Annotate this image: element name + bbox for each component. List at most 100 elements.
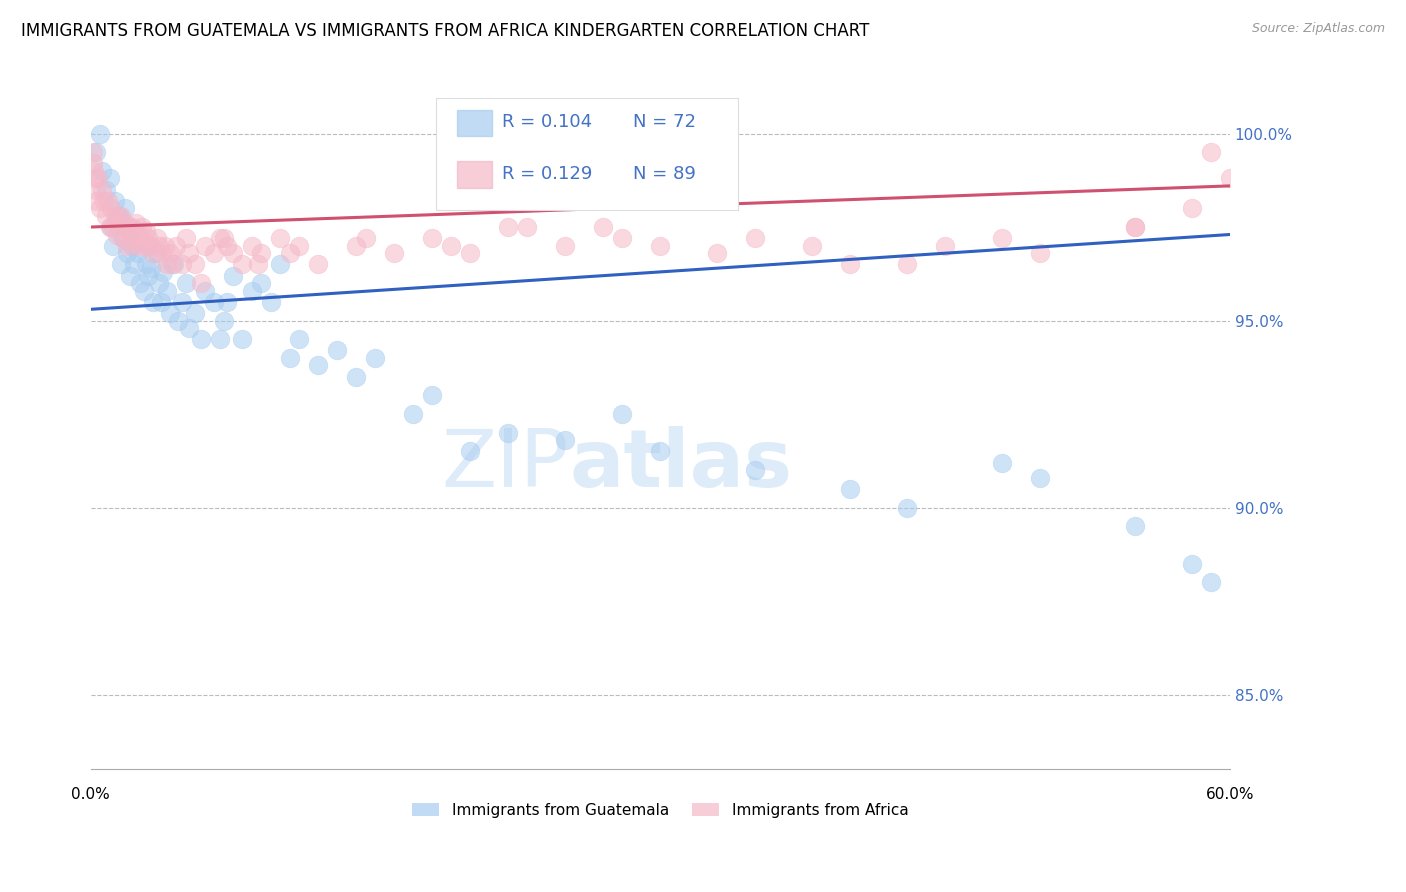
Point (217, 238, 239, 252)
Legend: Immigrants from Guatemala, Immigrants from Africa: Immigrants from Guatemala, Immigrants fr… (406, 797, 914, 824)
Point (120, 268, 142, 283)
Point (105, 227, 128, 242)
Point (184, 306, 207, 320)
Point (159, 246, 181, 260)
Point (120, 235, 142, 249)
Point (136, 231, 159, 245)
Point (117, 224, 139, 238)
Point (82, 145, 104, 160)
Point (105, 209, 128, 223)
Point (440, 238, 463, 252)
Point (269, 257, 291, 271)
Point (132, 238, 155, 252)
Point (93, 194, 115, 208)
Point (422, 388, 444, 402)
Point (839, 482, 862, 496)
Point (246, 257, 269, 271)
Point (87, 171, 110, 186)
Point (934, 238, 956, 252)
Point (288, 332, 311, 346)
Point (149, 294, 172, 309)
Point (163, 257, 186, 271)
Point (344, 369, 367, 384)
Point (650, 444, 672, 458)
Point (706, 246, 728, 260)
Point (801, 238, 824, 252)
Point (250, 246, 273, 260)
Point (460, 246, 482, 260)
Point (744, 231, 766, 245)
Point (269, 231, 291, 245)
Point (115, 238, 138, 252)
Point (179, 246, 201, 260)
Point (193, 284, 215, 298)
Point (127, 238, 149, 252)
Point (100, 202, 122, 216)
Point (382, 246, 405, 260)
Point (222, 268, 245, 283)
Point (132, 284, 155, 298)
Point (132, 235, 155, 249)
Point (240, 238, 263, 252)
Point (110, 257, 132, 271)
Point (84, 171, 107, 186)
Text: IMMIGRANTS FROM GUATEMALA VS IMMIGRANTS FROM AFRICA KINDERGARTEN CORRELATION CHA: IMMIGRANTS FROM GUATEMALA VS IMMIGRANTS … (21, 22, 869, 40)
Point (1029, 470, 1052, 484)
Point (103, 238, 125, 252)
Point (208, 231, 231, 245)
Point (138, 238, 160, 252)
Point (155, 257, 177, 271)
Point (179, 321, 201, 335)
Point (89, 202, 111, 216)
Point (991, 231, 1014, 245)
Point (91, 183, 114, 197)
Point (344, 238, 367, 252)
Point (193, 238, 215, 252)
Point (125, 216, 148, 230)
Text: R = 0.129: R = 0.129 (502, 165, 592, 183)
Point (135, 224, 157, 238)
Point (129, 276, 152, 290)
Point (498, 220, 520, 235)
Point (121, 220, 143, 235)
Point (170, 294, 193, 309)
Point (498, 425, 520, 440)
Point (108, 209, 131, 223)
Point (1123, 220, 1146, 235)
Point (86, 194, 108, 208)
Point (131, 220, 153, 235)
Text: N = 72: N = 72 (633, 113, 696, 131)
Point (202, 294, 225, 309)
Point (326, 343, 349, 358)
Point (131, 235, 153, 249)
Point (124, 257, 146, 271)
Point (1199, 145, 1222, 160)
Point (422, 231, 444, 245)
Point (174, 276, 197, 290)
Point (307, 257, 329, 271)
Point (744, 463, 766, 477)
Point (231, 257, 253, 271)
Point (1029, 246, 1052, 260)
Point (82, 156, 104, 170)
Point (991, 456, 1014, 470)
Point (97, 194, 120, 208)
Point (100, 220, 122, 235)
Point (896, 257, 918, 271)
Point (1199, 575, 1222, 590)
Point (190, 332, 212, 346)
Point (135, 257, 157, 271)
Point (142, 246, 165, 260)
Point (115, 246, 138, 260)
Point (136, 268, 159, 283)
Point (111, 231, 134, 245)
Point (104, 194, 127, 208)
Point (278, 246, 301, 260)
Point (110, 209, 132, 223)
Point (516, 220, 538, 235)
Point (217, 294, 239, 309)
Point (592, 220, 614, 235)
Point (554, 433, 576, 447)
Point (212, 313, 235, 327)
Point (896, 500, 918, 515)
